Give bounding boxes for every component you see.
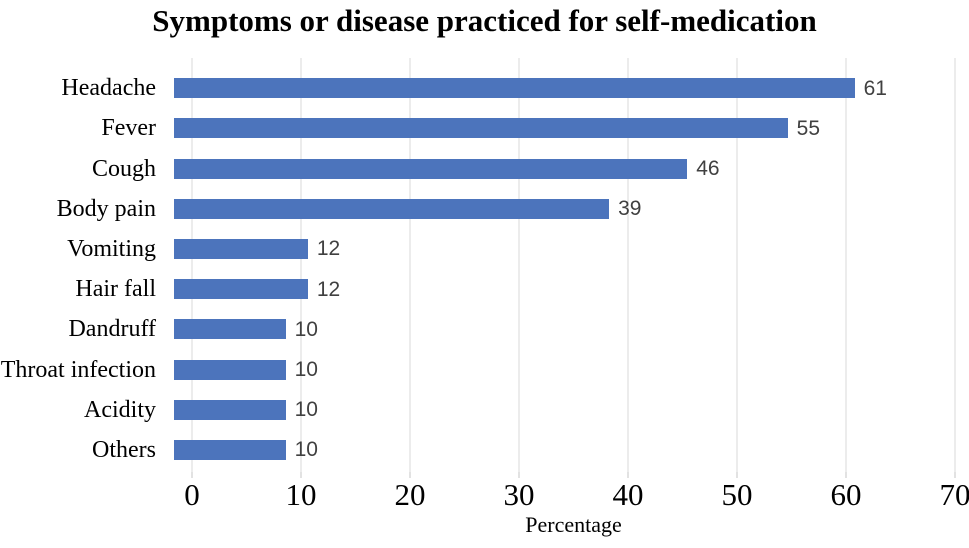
- category-label: Acidity: [84, 396, 156, 423]
- chart-title: Symptoms or disease practiced for self-m…: [152, 3, 817, 38]
- bar-track: 10: [174, 430, 955, 470]
- bar-track: 10: [174, 390, 955, 430]
- bar-row: Fever 55: [0, 108, 955, 148]
- x-axis-tick-mark: [518, 472, 520, 478]
- x-axis-tick-label: 70: [939, 477, 969, 512]
- bar-track: 46: [174, 148, 955, 188]
- bar: [174, 158, 688, 179]
- bar-row: Body pain 39: [0, 189, 955, 229]
- bar: [174, 359, 286, 380]
- plot-area: [191, 58, 956, 472]
- x-axis-tick-marks: [191, 472, 956, 478]
- category-label: Others: [92, 436, 156, 463]
- category-label: Hair fall: [75, 276, 156, 303]
- x-axis-tick-mark: [191, 472, 193, 478]
- category-label: Cough: [91, 155, 156, 182]
- bar-row: Dandruff 10: [0, 309, 955, 349]
- x-axis-tick-mark: [954, 472, 956, 478]
- bar-value-label: 61: [863, 76, 887, 100]
- category-label: Body pain: [56, 195, 156, 222]
- bar-value-label: 10: [294, 398, 318, 422]
- bar-track: 12: [174, 269, 955, 309]
- bar-row: Throat infection 10: [0, 349, 955, 389]
- x-axis-tick-mark: [300, 472, 302, 478]
- category-label: Headache: [61, 75, 156, 102]
- bar: [174, 238, 308, 259]
- bar: [174, 439, 286, 460]
- x-axis-tick-label: 30: [503, 477, 535, 512]
- bar-row: Cough 46: [0, 148, 955, 188]
- bar-track: 55: [174, 108, 955, 148]
- x-axis-tick-mark: [845, 472, 847, 478]
- x-axis-tick-label: 60: [830, 477, 862, 512]
- bar-row: Vomiting 12: [0, 229, 955, 269]
- gridline: [845, 58, 847, 472]
- category-label: Dandruff: [68, 316, 156, 343]
- bar: [174, 399, 286, 420]
- bar: [174, 118, 788, 139]
- category-label: Throat infection: [0, 356, 156, 383]
- x-axis-tick-label: 40: [612, 477, 644, 512]
- bar-value-label: 46: [696, 157, 720, 180]
- bar-value-label: 55: [796, 116, 820, 140]
- category-label: Fever: [101, 115, 156, 142]
- bar-track: 39: [174, 189, 955, 229]
- x-axis-tick-label: 50: [721, 477, 753, 512]
- x-axis-tick-mark: [736, 472, 738, 478]
- bar: [174, 78, 855, 99]
- x-axis-tick-mark: [409, 472, 411, 478]
- bar-value-label: 12: [316, 237, 341, 261]
- bar-row: Acidity 10: [0, 390, 955, 430]
- x-axis-tick-label: 0: [184, 477, 200, 512]
- bar: [174, 319, 286, 340]
- gridline: [954, 58, 956, 472]
- x-axis-tick-mark: [627, 472, 629, 478]
- bar-track: 61: [174, 68, 955, 108]
- bar-rows: Headache 61 Fever 55 Cough 46 Body pain 39 Vomit…: [0, 68, 955, 470]
- bar-row: Hair fall 12: [0, 269, 955, 309]
- x-axis-title: Percentage: [525, 512, 622, 537]
- gridline: [736, 58, 738, 472]
- bar-value-label: 10: [294, 358, 318, 382]
- x-axis-tick-label: 20: [394, 477, 426, 512]
- bar-row: Others 10: [0, 430, 955, 470]
- bar-value-label: 10: [294, 438, 318, 462]
- bar-value-label: 10: [294, 317, 318, 341]
- bar: [174, 198, 610, 219]
- gridline: [518, 58, 520, 472]
- category-label: Vomiting: [67, 235, 156, 262]
- bar-row: Headache 61: [0, 68, 955, 108]
- gridline: [300, 58, 302, 472]
- gridline: [409, 58, 411, 472]
- bar-track: 12: [174, 229, 955, 269]
- bar: [174, 279, 308, 300]
- gridline: [191, 58, 193, 472]
- bar-track: 10: [174, 309, 955, 349]
- bar-value-label: 39: [618, 197, 642, 221]
- gridline: [627, 58, 629, 472]
- bar-value-label: 12: [316, 277, 341, 301]
- x-axis-tick-label: 10: [285, 477, 317, 512]
- bar-track: 10: [174, 349, 955, 389]
- x-axis-tick-labels: 0 10 20 30 40 50 60 70: [184, 477, 969, 513]
